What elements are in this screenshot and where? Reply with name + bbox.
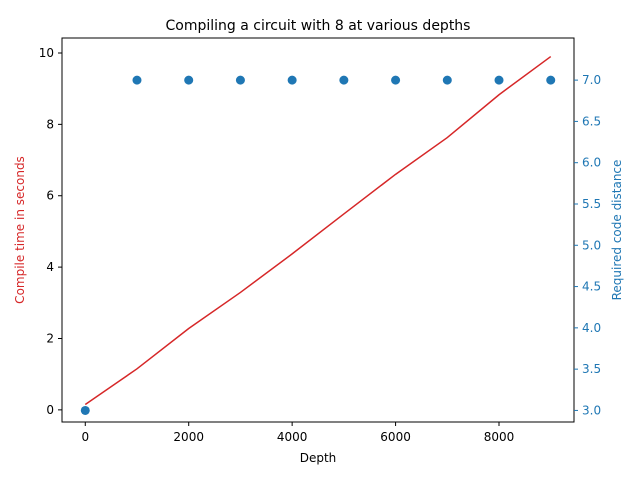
plot-area [80,55,556,415]
y-left-tick-label: 8 [46,117,54,131]
x-axis-label: Depth [300,451,337,465]
x-tick-label: 6000 [380,430,411,444]
code-distance-point [287,75,297,85]
code-distance-point [80,405,90,415]
y-left-tick-label: 6 [46,189,54,203]
y-left-tick-label: 4 [46,260,54,274]
code-distance-point [339,75,349,85]
code-distance-point [546,75,556,85]
y-right-tick-label: 5.5 [582,197,601,211]
y-right-tick-label: 3.5 [582,362,601,376]
chart-title: Compiling a circuit with 8 at various de… [166,18,471,34]
y-right-tick-label: 4.5 [582,280,601,294]
code-distance-point [184,75,194,85]
y-right-tick-label: 5.0 [582,238,601,252]
y-axis-left: 0 2 4 6 8 10 [39,46,62,417]
y-left-tick-label: 10 [39,46,54,60]
code-distance-point [442,75,452,85]
x-tick-label: 4000 [277,430,308,444]
y-right-tick-label: 7.0 [582,73,601,87]
code-distance-point [391,75,401,85]
compile-time-line [84,55,552,406]
y-right-tick-label: 6.0 [582,156,601,170]
x-tick-label: 2000 [173,430,204,444]
y-left-tick-label: 0 [46,403,54,417]
y-left-tick-label: 2 [46,331,54,345]
x-tick-label: 8000 [484,430,515,444]
code-distance-point [132,75,142,85]
code-distance-point [494,75,504,85]
plot-frame [61,37,575,423]
y-right-tick-label: 3.0 [582,403,601,417]
y-axis-left-label: Compile time in seconds [13,156,27,304]
code-distance-point [235,75,245,85]
y-right-tick-label: 6.5 [582,114,601,128]
y-axis-right: 3.0 3.5 4.0 4.5 5.0 5.5 6.0 6.5 7.0 [574,73,601,417]
x-tick-label: 0 [81,430,89,444]
y-axis-right-label: Required code distance [610,160,624,301]
y-right-tick-label: 4.0 [582,321,601,335]
x-axis: 0 2000 4000 6000 8000 [81,422,514,444]
